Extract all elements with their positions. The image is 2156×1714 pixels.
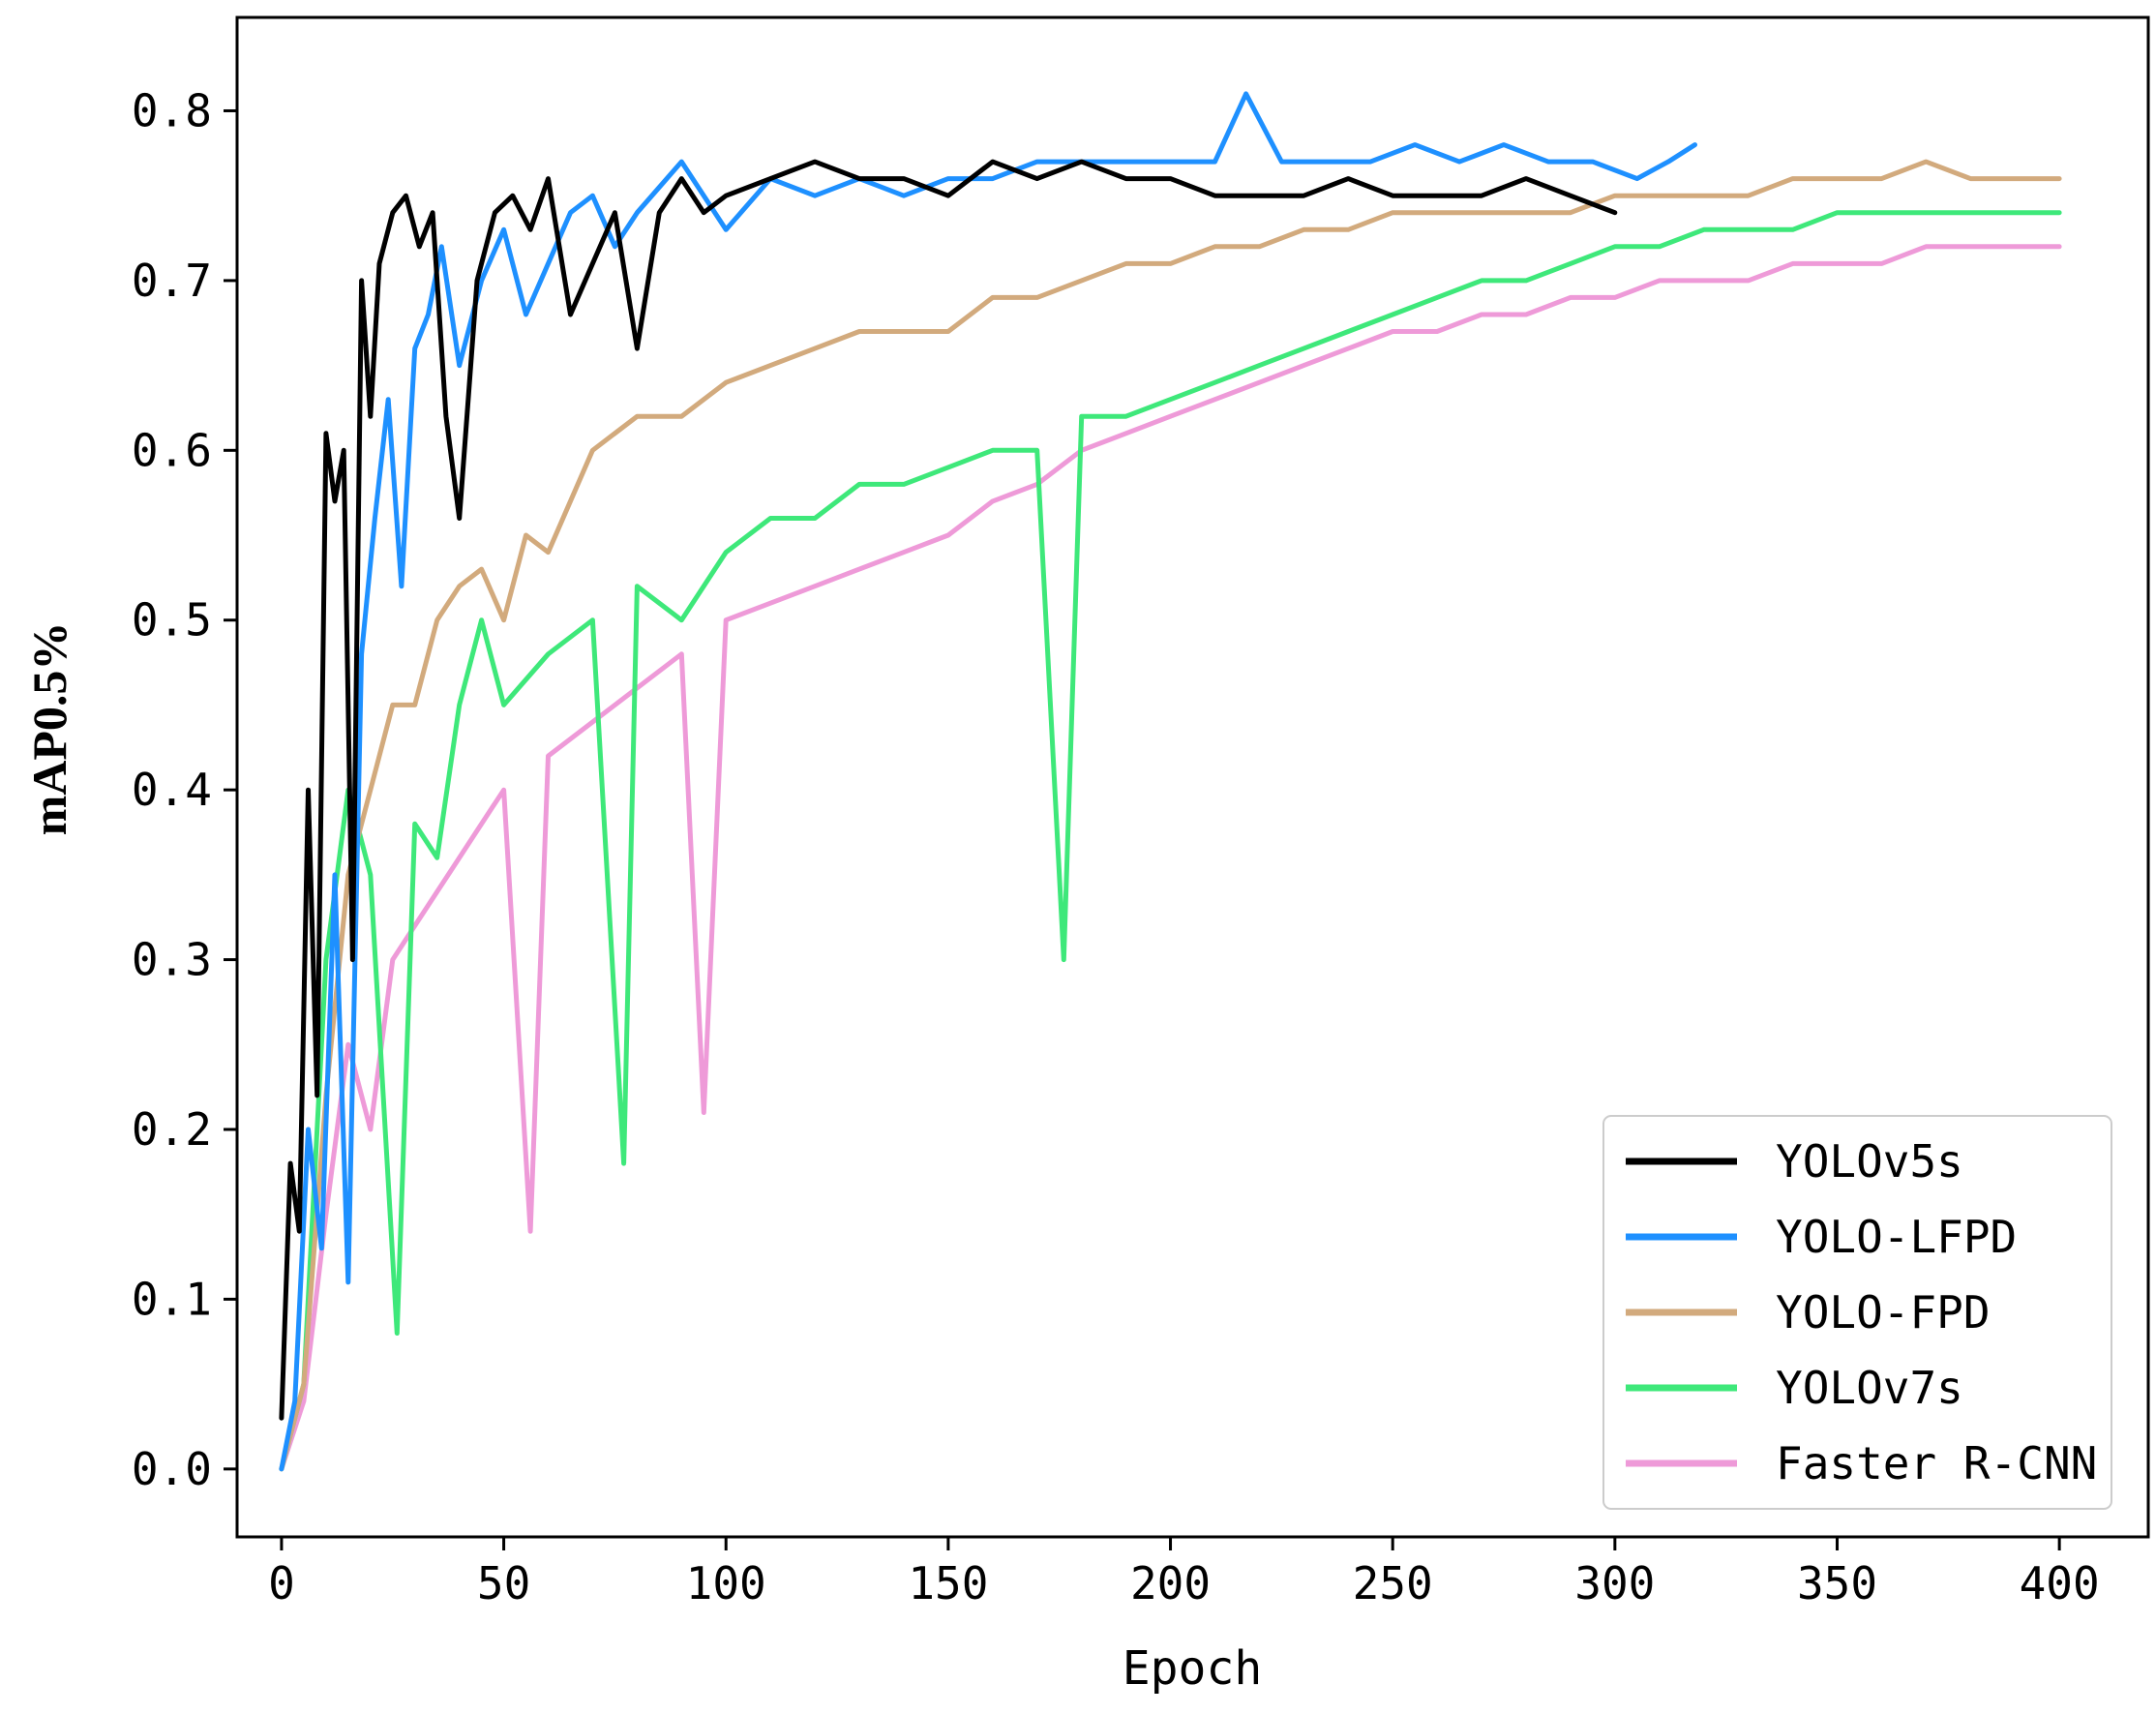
y-tick-label: 0.0 [132,1443,212,1495]
x-tick-label: 50 [477,1557,530,1609]
y-tick-label: 0.1 [132,1273,212,1325]
x-axis: 0 50 100 150 200 250 300 350 400 [268,1537,2100,1609]
y-tick-label: 0.8 [132,84,212,136]
legend-label-faster-r-cnn: Faster R-CNN [1776,1437,2097,1489]
y-tick-label: 0.6 [132,424,212,476]
legend-box [1602,1115,2112,1510]
y-tick-label: 0.3 [132,934,212,986]
legend-label-yolov5s: YOLOv5s [1776,1135,1963,1188]
x-tick-label: 150 [908,1557,988,1609]
x-tick-label: 300 [1574,1557,1655,1609]
x-tick-label: 400 [2020,1557,2100,1609]
series-line-yolov5s [279,159,1618,1421]
legend: YOLOv5s YOLO-LFPD YOLO-FPD YOLOv7s Faster R-… [1602,1115,2112,1510]
legend-label-yolo-lfpd: YOLO-LFPD [1776,1211,2017,1263]
legend-label-yolo-fpd: YOLO-FPD [1776,1286,1991,1338]
x-tick-label: 0 [268,1557,295,1609]
y-tick-label: 0.2 [132,1103,212,1156]
series-line-faster-r-cnn [279,244,2062,1472]
series-line-yolo-fpd [279,159,2062,1472]
legend-items: YOLOv5s YOLO-LFPD YOLO-FPD YOLOv7s Faster R-… [1626,1135,2097,1489]
legend-label-yolov7s: YOLOv7s [1776,1362,1963,1414]
x-tick-label: 350 [1797,1557,1877,1609]
x-tick-label: 250 [1353,1557,1433,1609]
series-layer [279,91,2062,1472]
y-axis-label: mAP0.5% [22,622,76,836]
series-line-yolov7s [279,210,2062,1472]
y-tick-label: 0.4 [132,764,212,816]
series-line-yolo-lfpd [279,91,1697,1472]
x-tick-label: 100 [686,1557,766,1609]
y-tick-label: 0.7 [132,255,212,307]
x-tick-label: 200 [1130,1557,1211,1609]
x-axis-label: Epoch [1123,1641,1263,1696]
y-axis: 0.0 0.1 0.2 0.3 0.4 0.5 0.6 0.7 0.8 [132,84,237,1495]
plot-frame [235,15,2150,1539]
y-tick-label: 0.5 [132,594,212,647]
